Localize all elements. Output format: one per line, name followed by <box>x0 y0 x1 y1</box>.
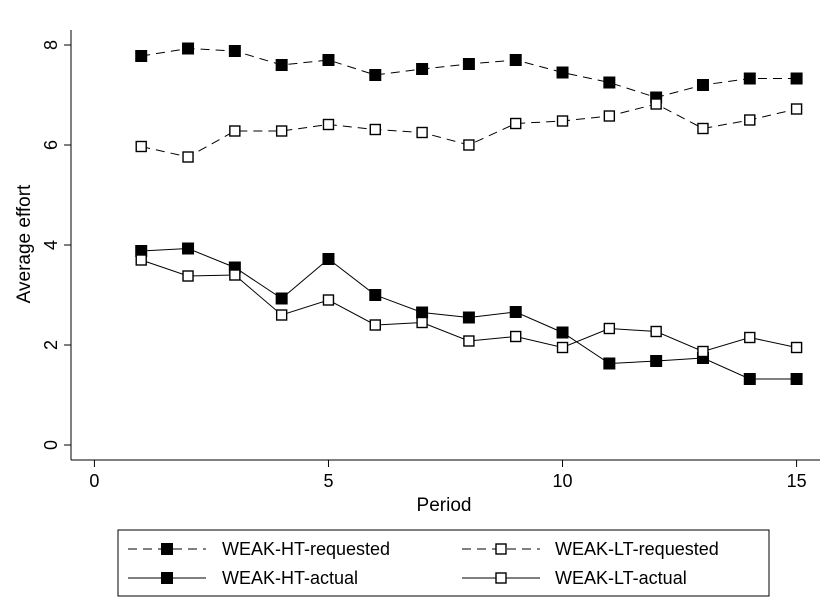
data-point <box>744 114 756 126</box>
data-point <box>416 316 428 329</box>
data-point <box>275 59 288 71</box>
legend: WEAK-HT-requested WEAK-LT-requested WEAK-H… <box>117 529 770 597</box>
data-point <box>556 326 569 339</box>
data-point <box>135 254 147 266</box>
data-point <box>650 325 662 338</box>
data-point <box>556 66 569 79</box>
data-point <box>463 139 475 151</box>
data-point <box>322 253 335 265</box>
data-point <box>322 118 335 131</box>
y-tick-label: 4 <box>41 240 61 250</box>
data-point <box>743 72 756 85</box>
legend-marker-3 <box>161 572 173 584</box>
data-point <box>650 355 663 367</box>
data-point <box>182 151 194 163</box>
data-point <box>744 331 756 344</box>
y-tick-label: 2 <box>41 340 61 350</box>
data-point <box>228 45 241 57</box>
x-axis-label: Period <box>417 495 472 516</box>
data-point <box>556 115 569 127</box>
data-point <box>182 270 194 282</box>
x-tick-label: 10 <box>553 471 573 491</box>
legend-label-3: WEAK-HT-actual <box>222 568 358 588</box>
data-point <box>790 373 803 385</box>
legend-label-2: WEAK-LT-requested <box>555 539 719 559</box>
data-point <box>135 50 148 62</box>
data-point <box>416 63 429 75</box>
data-point <box>603 76 616 89</box>
data-point <box>603 357 616 370</box>
data-point <box>275 125 288 137</box>
data-point <box>697 345 709 358</box>
legend-marker-2 <box>495 543 507 555</box>
data-point <box>462 58 475 70</box>
legend-marker-1 <box>161 543 173 555</box>
data-point <box>275 309 288 321</box>
data-point <box>790 72 803 85</box>
x-tick-label: 5 <box>323 471 333 491</box>
data-point <box>229 269 241 281</box>
data-point <box>416 126 428 139</box>
data-point <box>790 341 803 354</box>
data-point <box>369 289 382 301</box>
data-point <box>229 125 241 137</box>
data-point <box>556 341 569 354</box>
data-point <box>510 117 522 130</box>
legend-label-1: WEAK-HT-requested <box>222 539 390 559</box>
data-point <box>322 294 335 306</box>
data-point <box>790 103 803 115</box>
data-point <box>135 140 147 153</box>
data-point <box>322 54 335 66</box>
data-point <box>509 54 522 66</box>
data-point <box>650 98 662 110</box>
y-tick-label: 8 <box>41 40 61 50</box>
y-axis-label: Average effort <box>14 184 35 303</box>
data-point <box>275 292 288 305</box>
data-point <box>369 123 381 136</box>
data-point <box>462 311 475 324</box>
y-tick-label: 0 <box>41 440 61 450</box>
data-point <box>463 335 475 347</box>
legend-marker-4 <box>495 572 507 584</box>
data-point <box>182 242 195 255</box>
data-point <box>510 330 522 343</box>
data-point <box>182 42 195 55</box>
axes: 0 2 4 6 8 0 5 10 15 <box>41 30 820 491</box>
y-tick-label: 6 <box>41 140 61 150</box>
x-tick-label: 0 <box>89 471 99 491</box>
x-tick-label: 15 <box>787 471 807 491</box>
data-point <box>697 122 709 135</box>
series-layer <box>135 42 803 385</box>
data-point <box>509 306 522 318</box>
data-point <box>603 322 616 335</box>
data-point <box>603 110 616 122</box>
legend-label-4: WEAK-LT-actual <box>555 568 687 588</box>
data-point <box>369 69 382 81</box>
legend-box <box>117 529 770 597</box>
data-point <box>696 79 709 91</box>
data-point <box>743 373 756 385</box>
data-point <box>416 306 429 319</box>
data-point <box>369 319 381 331</box>
